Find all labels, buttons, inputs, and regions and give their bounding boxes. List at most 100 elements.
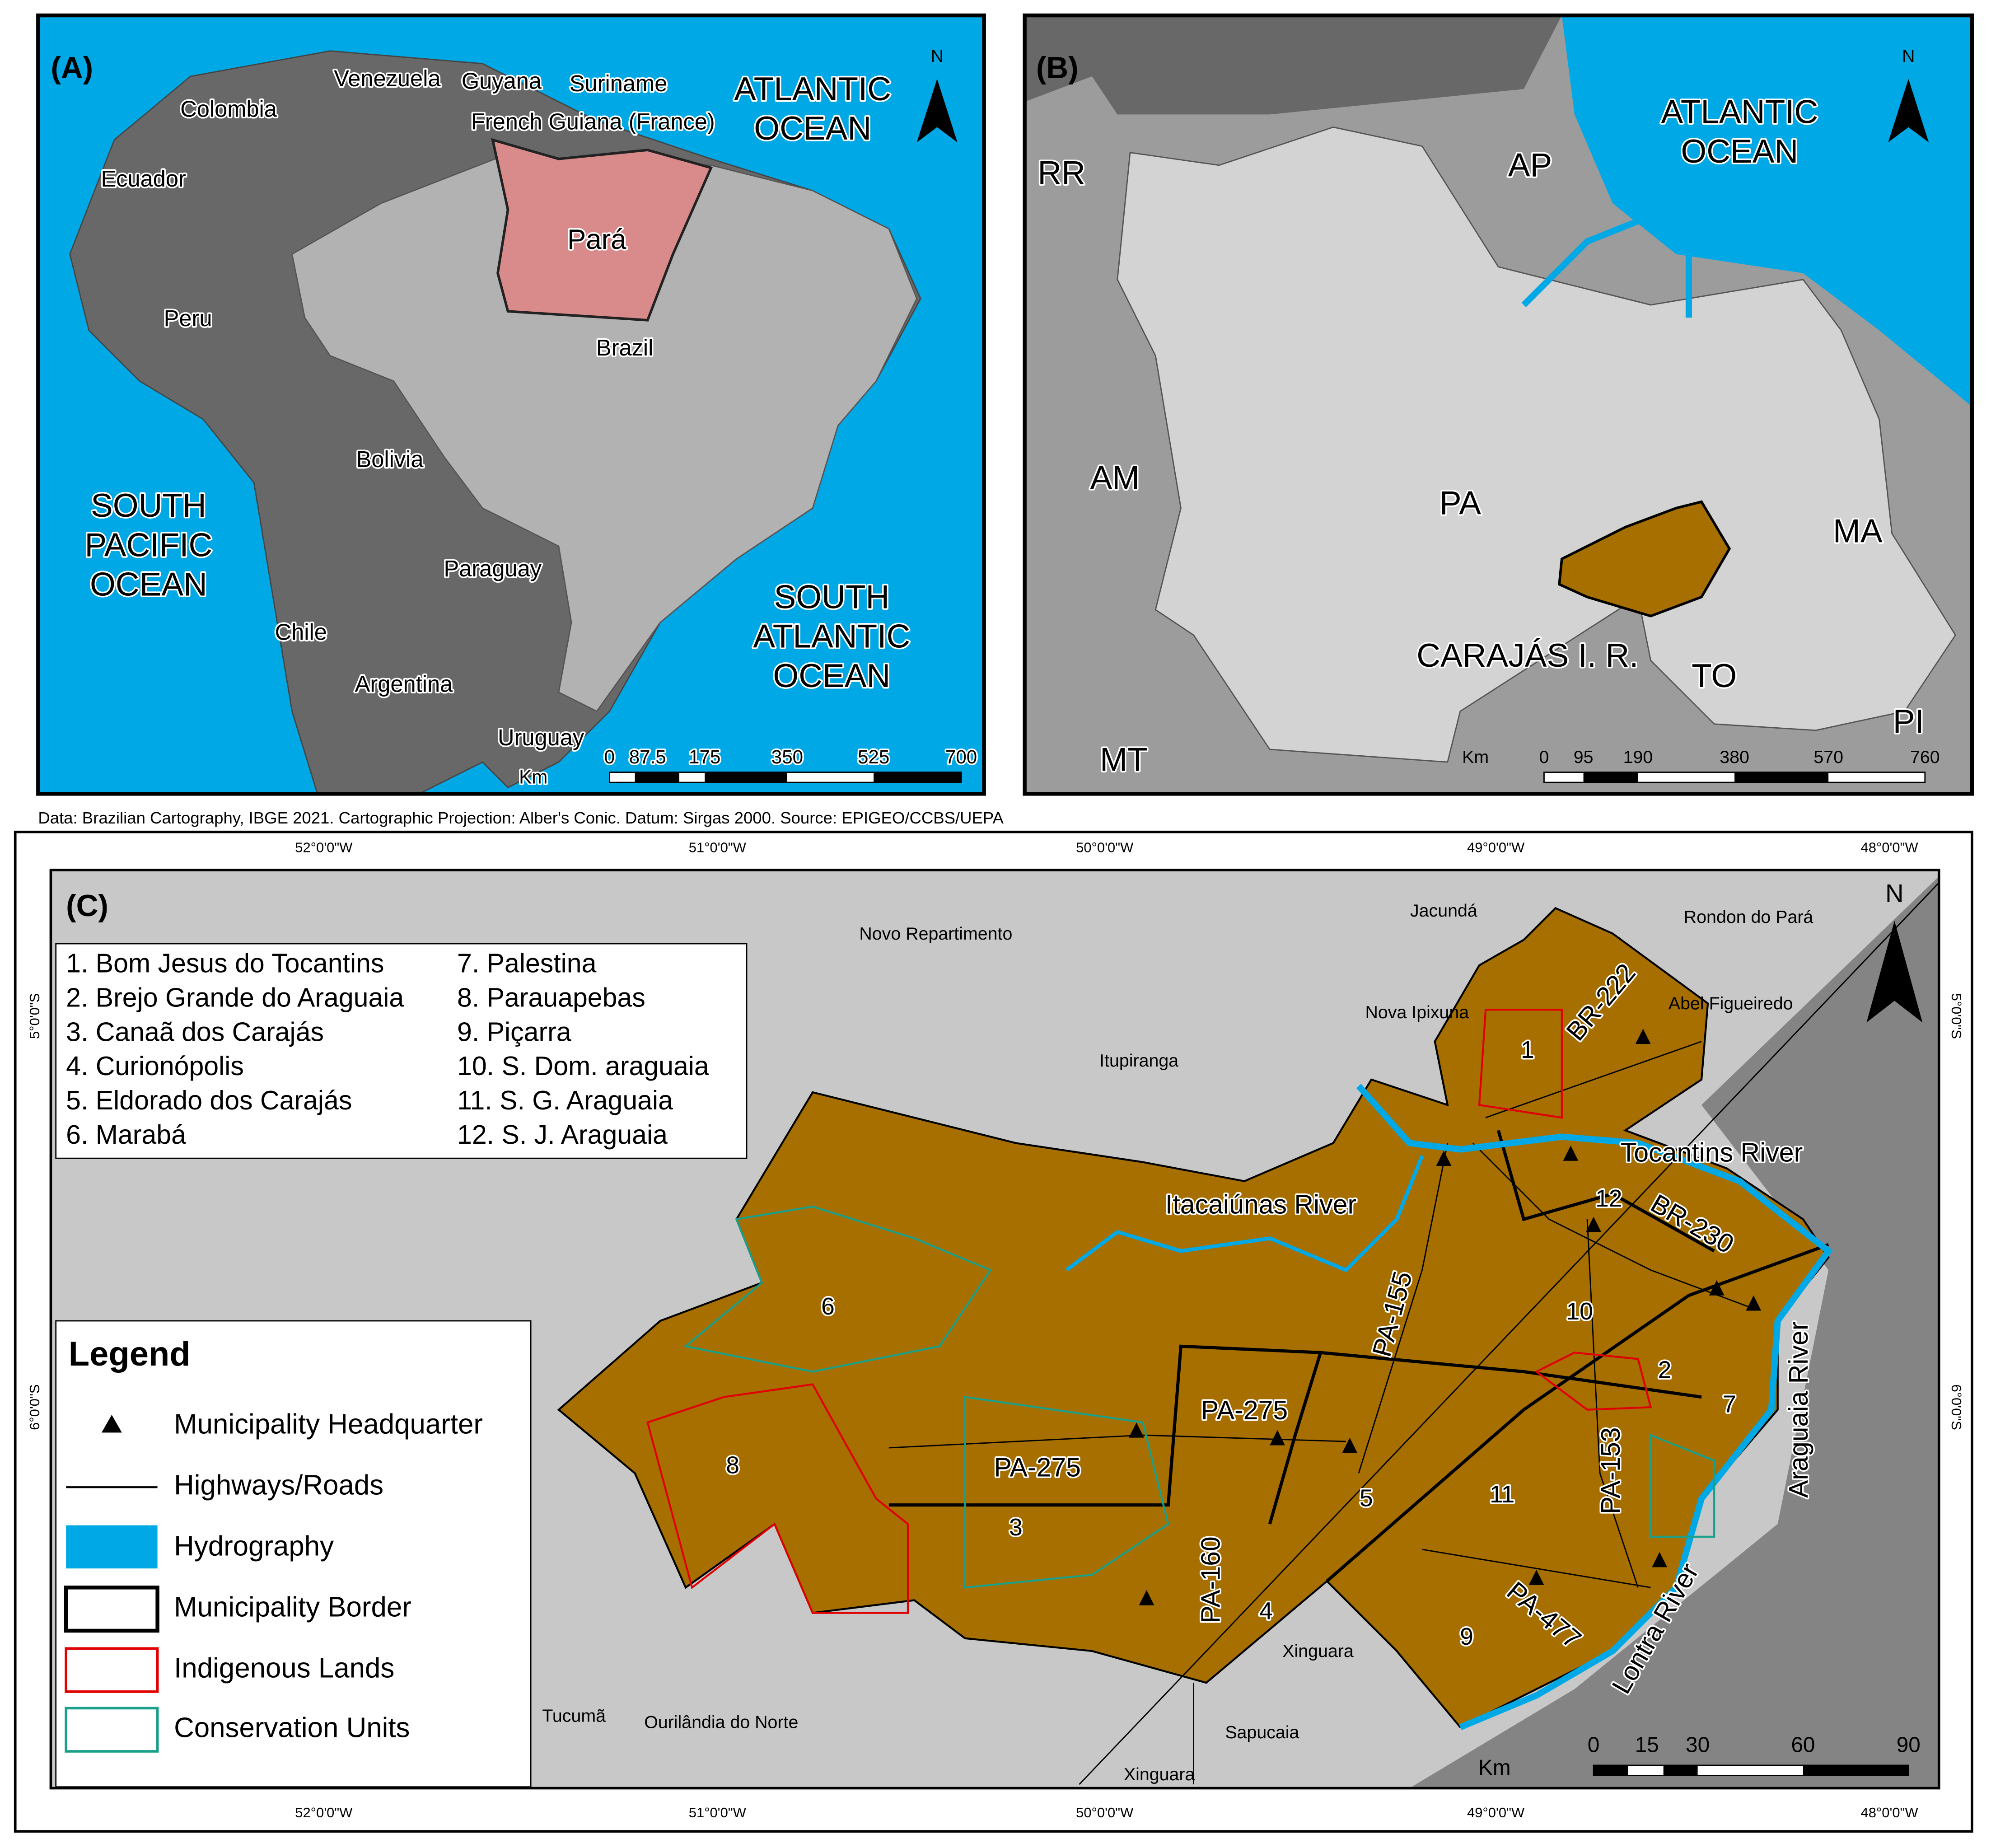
place-label: Xinguara bbox=[1124, 1764, 1195, 1784]
indigenous-land bbox=[646, 1383, 909, 1614]
road bbox=[1472, 1142, 1753, 1309]
legend-label: Conservation Units bbox=[174, 1712, 410, 1744]
municipality-list-item: 12. S. J. Araguaia bbox=[457, 1120, 668, 1150]
amazon-delta bbox=[1521, 212, 1692, 318]
ocean bbox=[1561, 15, 1972, 407]
scale-tick-label: 90 bbox=[1897, 1733, 1921, 1757]
indigenous-land bbox=[1534, 1352, 1652, 1411]
longitude-label: 52°0'0"W bbox=[295, 1805, 353, 1820]
legend-symbol bbox=[65, 1707, 159, 1753]
place-label: Peru bbox=[164, 305, 212, 331]
headquarters bbox=[1129, 1029, 1762, 1605]
municipality-number: 2 bbox=[1658, 1357, 1672, 1384]
scale-bar bbox=[1594, 1765, 1628, 1776]
scale-unit: Km bbox=[1478, 1756, 1511, 1780]
ocean-label: ATLANTIC bbox=[734, 71, 891, 108]
municipality-list-item: 1. Bom Jesus do Tocantins bbox=[66, 948, 384, 978]
municipality-list-item: 6. Marabá bbox=[66, 1120, 186, 1150]
panel-c bbox=[14, 830, 1973, 1833]
municipality-number: 10 bbox=[1566, 1298, 1593, 1325]
scale-tick-label: 87.5 bbox=[629, 746, 666, 767]
legend-symbol bbox=[101, 1415, 122, 1433]
place-label: Pará bbox=[567, 224, 626, 255]
scale-bar bbox=[705, 772, 787, 783]
scale-tick-label: 190 bbox=[1623, 747, 1653, 767]
outside-region bbox=[1409, 876, 1939, 1788]
scale-tick-label: 30 bbox=[1686, 1733, 1710, 1757]
scale-tick-label: 95 bbox=[1574, 747, 1594, 767]
neighbour-states bbox=[1024, 15, 1562, 115]
hq bbox=[1709, 1280, 1725, 1296]
north-arrow bbox=[1888, 79, 1929, 143]
legend-label: Highways/Roads bbox=[174, 1470, 383, 1501]
para-state bbox=[491, 138, 713, 322]
municipality-number: 7 bbox=[1723, 1391, 1736, 1418]
hq bbox=[1342, 1437, 1358, 1453]
border bbox=[888, 1344, 1702, 1507]
ocean-label: SOUTH bbox=[774, 579, 889, 616]
hq bbox=[1270, 1430, 1285, 1446]
road bbox=[1358, 1143, 1449, 1474]
hq bbox=[1129, 1422, 1144, 1438]
longitude-label: 51°0'0"W bbox=[689, 1805, 747, 1820]
municipality-number: 12 bbox=[1595, 1185, 1622, 1212]
place-label: Paraguay bbox=[444, 556, 542, 581]
place-label: CARAJÁS I. R. bbox=[1416, 637, 1638, 674]
border bbox=[1496, 1130, 1715, 1253]
road-label: PA-275 bbox=[1201, 1395, 1288, 1425]
municipality-number: 3 bbox=[1009, 1514, 1023, 1541]
longitude-label: 49°0'0"W bbox=[1467, 1805, 1525, 1820]
scale-bar bbox=[635, 772, 680, 783]
latitude-label: 5°0'0"S bbox=[1949, 993, 1964, 1039]
place-label: RR bbox=[1038, 155, 1085, 192]
panel-b bbox=[1023, 13, 1974, 796]
place-label: Bolivia bbox=[356, 446, 424, 472]
place-label: AP bbox=[1508, 147, 1552, 184]
itacaiunas-river bbox=[1065, 1155, 1424, 1273]
panel-label: (A) bbox=[51, 51, 93, 85]
municipality-number: 5 bbox=[1360, 1485, 1373, 1511]
place-label: Tucumã bbox=[542, 1706, 606, 1726]
hq bbox=[1563, 1146, 1579, 1161]
scale-tick-label: 380 bbox=[1720, 747, 1749, 767]
hq bbox=[1652, 1552, 1668, 1567]
panel-label: (C) bbox=[66, 889, 108, 923]
scale-tick-label: 700 bbox=[945, 746, 977, 767]
place-label: Uruguay bbox=[498, 725, 584, 750]
place-label: Nova Ipixuna bbox=[1365, 1002, 1469, 1022]
scale-bar bbox=[874, 772, 962, 783]
north-label: N bbox=[930, 46, 943, 66]
municipality-list-item: 4. Curionópolis bbox=[66, 1051, 244, 1081]
conservation-unit bbox=[964, 1396, 1169, 1589]
north-label: N bbox=[1902, 46, 1915, 66]
municipality-list-item: 10. S. Dom. araguaia bbox=[457, 1051, 709, 1081]
north-arrow bbox=[916, 79, 958, 143]
municipality-list-item: 3. Canaã dos Carajás bbox=[66, 1017, 324, 1047]
ocean-label: ATLANTIC bbox=[753, 618, 910, 655]
municipality-list-item: 7. Palestina bbox=[457, 948, 597, 978]
legend-label: Hydrography bbox=[174, 1531, 334, 1562]
place-label: Brazil bbox=[596, 335, 654, 360]
hq bbox=[1528, 1570, 1544, 1585]
river-label: Itacaiúnas River bbox=[1165, 1190, 1356, 1220]
longitude-label: 48°0'0"W bbox=[1861, 1805, 1919, 1820]
hq bbox=[1635, 1029, 1651, 1044]
boundary-line bbox=[1079, 882, 1940, 1785]
scale-tick-label: 350 bbox=[771, 746, 803, 767]
place-label: Chile bbox=[275, 619, 327, 645]
legend-label: Indigenous Lands bbox=[174, 1652, 394, 1684]
scale-tick-label: 0 bbox=[604, 746, 615, 767]
place-label: MA bbox=[1833, 513, 1883, 549]
municipality-number: 1 bbox=[1521, 1037, 1534, 1063]
ocean-label: OCEAN bbox=[90, 566, 207, 603]
place-label: MT bbox=[1100, 741, 1148, 778]
conservation-unit bbox=[683, 1205, 992, 1373]
municipality-number: 4 bbox=[1259, 1598, 1273, 1625]
ocean-label: SOUTH bbox=[91, 487, 206, 524]
legend-label: Municipality Border bbox=[174, 1591, 411, 1623]
longitude-label: 50°0'0"W bbox=[1076, 839, 1134, 855]
panel-frame bbox=[36, 13, 986, 796]
road bbox=[1422, 1549, 1651, 1588]
conservation-unit bbox=[1650, 1433, 1715, 1538]
longitude-label: 49°0'0"W bbox=[1467, 839, 1525, 855]
